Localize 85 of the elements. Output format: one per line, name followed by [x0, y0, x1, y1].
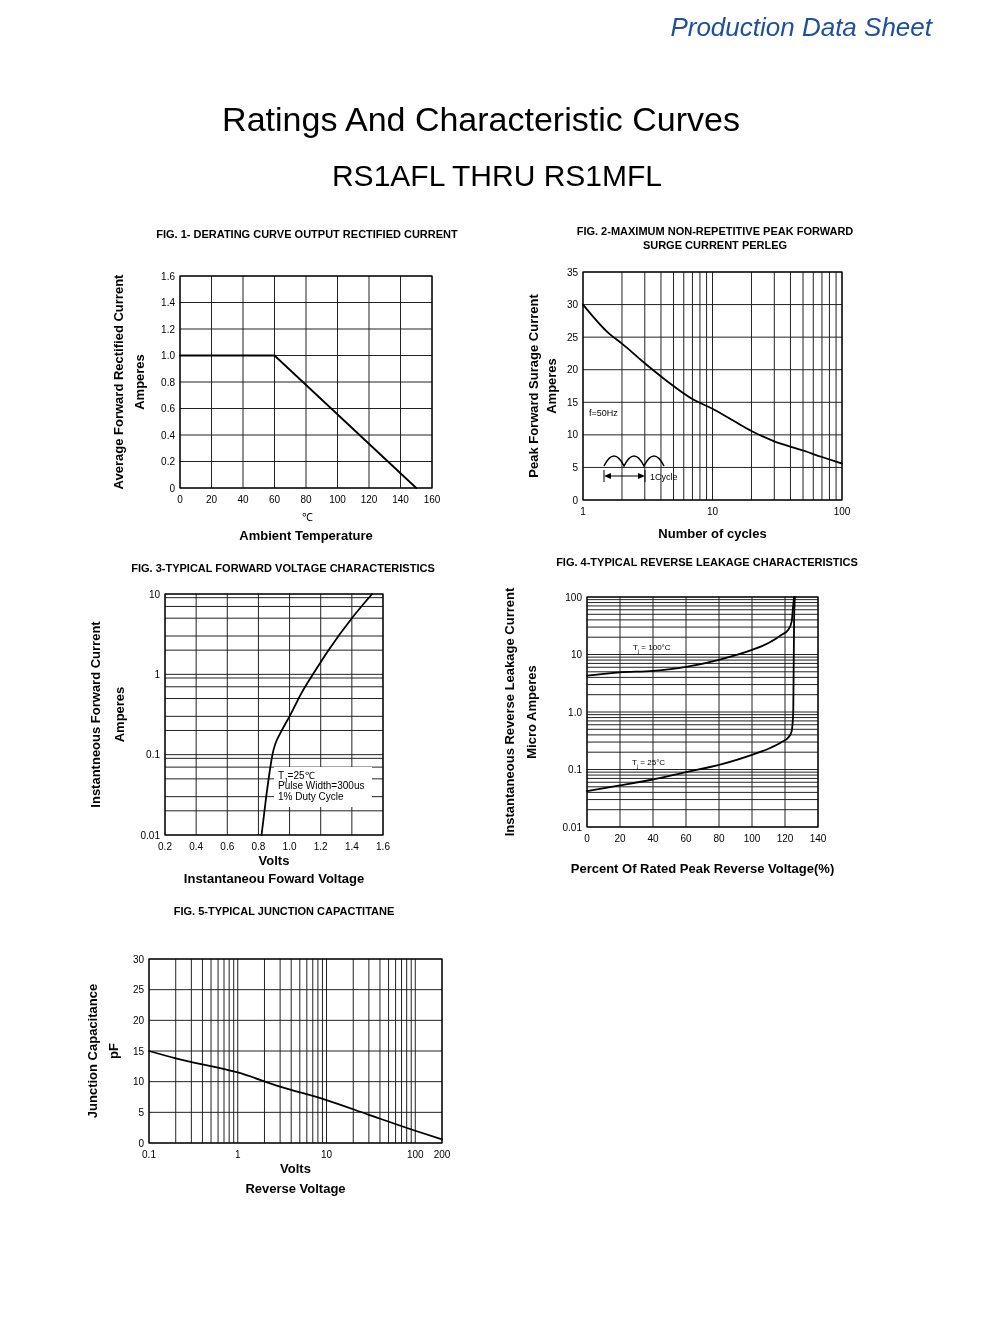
- y-tick-label: 0.6: [161, 403, 176, 414]
- y-tick-label: 25: [566, 331, 579, 343]
- y-axis-title: Peak Forward Surage Current Amperes: [526, 293, 559, 478]
- x-axis-title: Volts Reverse Voltage: [245, 1161, 346, 1196]
- y-tick-label: 100: [565, 591, 583, 603]
- x-tick-label: 0.6: [220, 841, 235, 852]
- y-tick-label: 15: [132, 1045, 145, 1057]
- x-tick-label: 0: [584, 833, 591, 844]
- y-tick-label: 0.01: [562, 821, 583, 833]
- y-tick-label: 5: [138, 1106, 145, 1118]
- x-tick-label: 140: [809, 833, 827, 844]
- x-tick-label: 1: [234, 1149, 241, 1160]
- series-label: T$_{j}$ = 25°C: [632, 758, 666, 769]
- y-tick-label: 30: [566, 299, 579, 311]
- x-tick-label: 160: [423, 494, 441, 505]
- y-axis-title: Junction Capacitance pF: [85, 983, 121, 1119]
- x-tick-label: 10: [320, 1149, 333, 1160]
- y-tick-label: 10: [132, 1076, 145, 1088]
- x-tick-label: 40: [647, 833, 659, 844]
- y-tick-label: 1: [154, 668, 161, 680]
- y-tick-label: 20: [566, 364, 579, 376]
- y-tick-label: 10: [148, 588, 161, 600]
- x-tick-label: 80: [300, 494, 312, 505]
- y-axis-title: Instantneous Forward Current Amperes: [88, 620, 127, 808]
- y-tick-label: 10: [570, 649, 583, 660]
- y-tick-label: 0.01: [140, 829, 161, 841]
- x-tick-label: 1.0: [282, 841, 297, 852]
- x-axis-title: Percent Of Rated Peak Reverse Voltage(%): [570, 861, 835, 876]
- x-axis-title: Number of cycles: [658, 526, 767, 541]
- y-tick-label: 1.4: [161, 297, 176, 308]
- chart-title: FIG. 4-TYPICAL REVERSE LEAKAGE CHARACTERISTICS: [556, 556, 858, 568]
- text: Ratings And Characteristic Curves: [222, 100, 740, 138]
- x-axis-title: Ambient Temperature: [239, 528, 373, 543]
- chart-title: FIG. 1- DERATING CURVE OUTPUT RECTIFIED CURRENT: [156, 228, 459, 240]
- y-tick-label: 1.0: [161, 350, 176, 361]
- text: RS1AFL THRU RS1MFL: [331, 159, 663, 192]
- annotation: 1% Duty Cycle: [278, 791, 345, 802]
- y-tick-label: 20: [132, 1014, 145, 1026]
- x-tick-label: 60: [680, 833, 692, 844]
- text: ℃: [301, 511, 313, 523]
- x-tick-label: 100: [329, 494, 347, 505]
- series-label: T$_{j}$ = 100°C: [633, 643, 671, 654]
- y-tick-label: 10: [566, 429, 579, 441]
- y-tick-label: 0: [138, 1137, 145, 1149]
- x-tick-label: 200: [433, 1149, 451, 1160]
- x-tick-label: 10: [706, 506, 719, 517]
- x-tick-label: 0: [177, 494, 184, 505]
- y-tick-label: 25: [132, 984, 145, 996]
- chart-title: FIG. 5-TYPICAL JUNCTION CAPACTITANE: [173, 905, 395, 917]
- x-tick-label: 60: [268, 494, 281, 505]
- x-tick-label: 100: [743, 833, 761, 844]
- x-tick-label: 120: [776, 833, 794, 844]
- y-tick-label: 5: [572, 461, 579, 473]
- y-tick-label: 0.1: [568, 764, 583, 775]
- y-tick-label: 1.2: [161, 323, 176, 335]
- annotation: f=50Hz: [589, 408, 619, 418]
- y-tick-label: 1.0: [568, 706, 583, 718]
- y-tick-label: 0.8: [161, 376, 176, 388]
- y-tick-label: 0.2: [161, 456, 176, 467]
- y-tick-label: 0.4: [161, 429, 176, 441]
- x-tick-label: 1.4: [344, 841, 360, 852]
- y-tick-label: 15: [566, 396, 579, 408]
- y-tick-label: 0: [169, 482, 176, 494]
- y-axis-title: Average Forward Rectified Current Amperes: [111, 273, 147, 490]
- x-tick-label: 0.4: [189, 841, 204, 852]
- x-tick-label: 20: [614, 833, 626, 844]
- y-tick-label: 1.6: [161, 270, 176, 282]
- x-tick-label: 20: [205, 494, 218, 505]
- x-tick-label: 100: [406, 1149, 425, 1160]
- y-axis-title: Instantaneous Reverse Leakage Current Micro Amperes: [502, 587, 539, 837]
- x-axis-title: Volts Instantaneou Foward Voltage: [183, 853, 365, 886]
- x-tick-label: 140: [392, 494, 410, 505]
- x-tick-label: 0.8: [251, 841, 266, 852]
- y-tick-label: 0.1: [146, 749, 161, 761]
- x-tick-label: 100: [833, 506, 851, 517]
- x-tick-label: 120: [360, 494, 378, 505]
- chart-title: FIG. 3-TYPICAL FORWARD VOLTAGE CHARACTERISTICS: [131, 562, 435, 574]
- y-tick-label: 30: [132, 953, 145, 965]
- x-tick-label: 80: [713, 833, 725, 844]
- chart-title: FIG. 2-MAXIMUM NON-REPETITIVE PEAK FORWARD SURGE CURRENT PERLEG: [576, 225, 854, 251]
- text: Production Data Sheet: [670, 12, 934, 42]
- y-tick-label: 35: [566, 266, 579, 278]
- x-tick-label: 40: [237, 494, 249, 505]
- x-tick-label: 1.6: [376, 841, 391, 852]
- x-tick-label: 1.2: [313, 841, 329, 852]
